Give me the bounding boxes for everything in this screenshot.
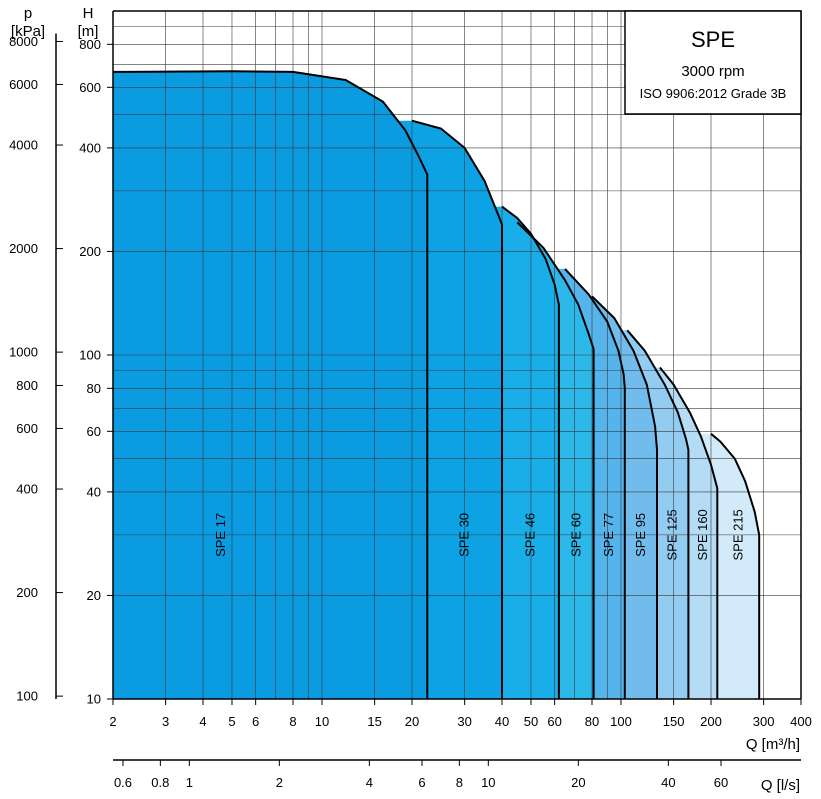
series-curve-1: [659, 366, 719, 699]
pressure-tick-label: 8000: [9, 34, 38, 49]
series-curve-8: [112, 70, 429, 699]
series-curve-7: [411, 119, 503, 699]
series-labels: SPE 17 SPE 30 SPE 46 SPE 60 SPE 77 SPE 95 SPE …: [213, 509, 745, 560]
flow-ls-tick-label: 6: [418, 775, 425, 790]
flow-tick-label: 400: [790, 714, 812, 729]
pressure-tick-label: 200: [16, 585, 38, 600]
pressure-tick-label: 6000: [9, 77, 38, 92]
axis-titles: p [kPa] H [m] Q [m³/h] Q [l/s]: [11, 5, 800, 794]
flow-tick-label: 60: [547, 714, 561, 729]
head-axis-unit: [m]: [78, 23, 99, 40]
series-label: SPE 30: [457, 513, 472, 557]
head-tick-label: 800: [79, 37, 101, 52]
pressure-axis-title: p: [24, 5, 32, 22]
head-tick-label: 100: [79, 348, 101, 363]
flow-tick-label: 15: [367, 714, 381, 729]
pressure-tick-label: 100: [16, 689, 38, 704]
pressure-tick-label: 600: [16, 421, 38, 436]
series-label: SPE 160: [695, 509, 710, 560]
series-label: SPE 60: [568, 513, 583, 557]
head-tick-label: 200: [79, 244, 101, 259]
flow-tick-label: 300: [753, 714, 775, 729]
flow-tick-label: 30: [457, 714, 471, 729]
flow-tick-label: 3: [162, 714, 169, 729]
chart-speed: 3000 rpm: [681, 63, 744, 80]
flow-tick-label: 4: [199, 714, 206, 729]
flow-ls-tick-label: 0.8: [151, 775, 169, 790]
series-curve-5: [516, 221, 595, 699]
series-curve-0: [710, 433, 761, 699]
series-curve-6: [501, 205, 560, 699]
series-areas: [113, 71, 760, 700]
flow-tick-label: 8: [289, 714, 296, 729]
pressure-tick-label: 1000: [9, 345, 38, 360]
series-curves: [112, 70, 761, 699]
flow-ls-tick-label: 40: [661, 775, 675, 790]
head-tick-label: 40: [87, 484, 101, 499]
head-tick-label: 400: [79, 140, 101, 155]
flow-ls-tick-label: 8: [456, 775, 463, 790]
flow-tick-label: 50: [524, 714, 538, 729]
pressure-tick-label: 400: [16, 482, 38, 497]
flow-ls-tick-label: 0.6: [114, 775, 132, 790]
series-label: SPE 17: [213, 513, 228, 557]
info-box-frame: [624, 10, 802, 115]
pressure-tick-label: 4000: [9, 138, 38, 153]
flow-ls-tick-label: 1: [186, 775, 193, 790]
head-tick-label: 20: [87, 588, 101, 603]
flow-ls-tick-label: 4: [366, 775, 373, 790]
series-label: SPE 95: [633, 513, 648, 557]
series-curve-3: [591, 295, 658, 699]
series-label: SPE 46: [523, 513, 538, 557]
series-curve-4: [564, 268, 626, 699]
axes: [55, 10, 802, 766]
flow-tick-label: 6: [252, 714, 259, 729]
series-label: SPE 125: [665, 509, 680, 560]
chart-title: SPE: [691, 27, 735, 52]
head-tick-label: 60: [87, 424, 101, 439]
pressure-tick-label: 800: [16, 378, 38, 393]
flow-tick-label: 40: [495, 714, 509, 729]
flow-tick-label: 20: [405, 714, 419, 729]
pressure-axis-unit: [kPa]: [11, 23, 45, 40]
flow-tick-label: 150: [663, 714, 685, 729]
series-curve-2: [626, 329, 690, 699]
flow-ls-tick-label: 60: [714, 775, 728, 790]
head-axis-title: H: [83, 5, 94, 22]
flow-tick-label: 5: [228, 714, 235, 729]
flow-ls-tick-label: 10: [481, 775, 495, 790]
series-label: SPE 215: [730, 509, 745, 560]
flow-ls-tick-label: 2: [276, 775, 283, 790]
tick-labels: 1020406080100200400600800100200400600800…: [9, 34, 812, 790]
info-box: SPE 3000 rpm ISO 9906:2012 Grade 3B: [624, 10, 802, 115]
head-tick-label: 600: [79, 80, 101, 95]
flow-axis-title-ls: Q [l/s]: [761, 777, 800, 794]
series-area-8: [113, 71, 428, 700]
head-tick-label: 80: [87, 381, 101, 396]
flow-tick-label: 200: [700, 714, 722, 729]
flow-tick-label: 100: [610, 714, 632, 729]
flow-ls-tick-label: 20: [571, 775, 585, 790]
flow-tick-label: 10: [315, 714, 329, 729]
flow-axis-title-m3h: Q [m³/h]: [746, 736, 800, 753]
flow-tick-label: 2: [109, 714, 116, 729]
flow-tick-label: 80: [585, 714, 599, 729]
chart-standard: ISO 9906:2012 Grade 3B: [640, 86, 787, 101]
head-tick-label: 10: [87, 692, 101, 707]
series-label: SPE 77: [601, 513, 616, 557]
pressure-tick-label: 2000: [9, 241, 38, 256]
